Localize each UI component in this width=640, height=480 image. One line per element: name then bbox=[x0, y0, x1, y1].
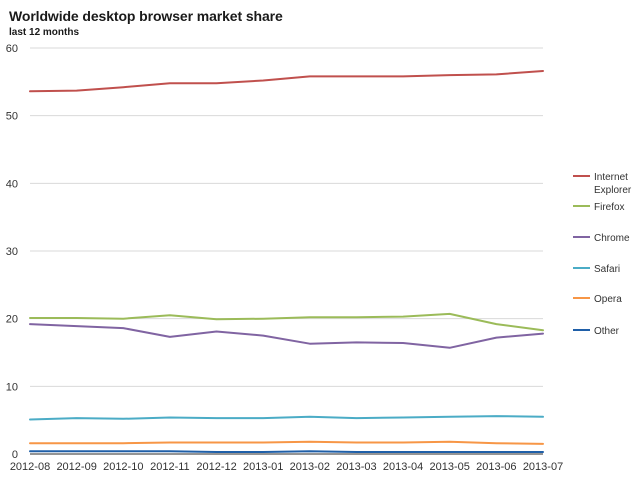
series-line-opera bbox=[29, 440, 544, 445]
y-tick-label: 0 bbox=[12, 449, 18, 461]
x-tick-label: 2013-04 bbox=[383, 461, 423, 473]
series-line-firefox bbox=[29, 312, 544, 332]
x-tick-label: 2013-01 bbox=[243, 461, 283, 473]
y-tick-label: 20 bbox=[6, 314, 18, 326]
x-tick-label: 2013-03 bbox=[336, 461, 376, 473]
y-axis-ticks: 0 10 20 30 40 50 60 bbox=[6, 43, 18, 461]
legend-item-internet-explorer: Internet Explorer bbox=[573, 172, 632, 196]
legend-label: Chrome bbox=[594, 233, 630, 244]
series-line-chrome bbox=[29, 323, 544, 349]
series-lines bbox=[29, 70, 544, 453]
legend-item-firefox: Firefox bbox=[573, 202, 625, 213]
legend-label: Internet bbox=[594, 172, 628, 183]
legend: Internet Explorer Firefox Chrome Safari Opera… bbox=[573, 172, 632, 337]
legend-item-safari: Safari bbox=[573, 264, 620, 275]
x-tick-label: 2013-06 bbox=[476, 461, 516, 473]
legend-item-opera: Opera bbox=[573, 294, 622, 305]
y-tick-label: 30 bbox=[6, 246, 18, 258]
gridlines bbox=[30, 47, 543, 455]
series-line-other bbox=[29, 450, 544, 453]
x-tick-label: 2013-05 bbox=[430, 461, 470, 473]
x-tick-label: 2013-07 bbox=[523, 461, 563, 473]
x-axis-ticks: 2012-08 2012-09 2012-10 2012-11 2012-12 2013-… bbox=[10, 461, 563, 473]
x-tick-label: 2013-02 bbox=[290, 461, 330, 473]
y-tick-label: 10 bbox=[6, 381, 18, 393]
legend-label: Opera bbox=[594, 294, 622, 305]
legend-label: Safari bbox=[594, 264, 620, 275]
legend-label: Explorer bbox=[594, 185, 632, 196]
legend-item-other: Other bbox=[573, 326, 620, 337]
legend-label: Firefox bbox=[594, 202, 625, 213]
x-tick-label: 2012-10 bbox=[103, 461, 143, 473]
x-tick-label: 2012-08 bbox=[10, 461, 50, 473]
legend-item-chrome: Chrome bbox=[573, 233, 630, 244]
chart-title: Worldwide desktop browser market share bbox=[9, 8, 283, 24]
x-tick-label: 2012-09 bbox=[56, 461, 96, 473]
x-tick-label: 2012-11 bbox=[150, 461, 190, 473]
y-tick-label: 60 bbox=[6, 43, 18, 55]
series-line-internet-explorer bbox=[29, 70, 544, 93]
y-tick-label: 50 bbox=[6, 111, 18, 123]
x-tick-label: 2012-12 bbox=[196, 461, 236, 473]
chart-subtitle: last 12 months bbox=[9, 27, 80, 38]
y-tick-label: 40 bbox=[6, 178, 18, 190]
legend-label: Other bbox=[594, 326, 620, 337]
series-line-safari bbox=[29, 415, 544, 421]
